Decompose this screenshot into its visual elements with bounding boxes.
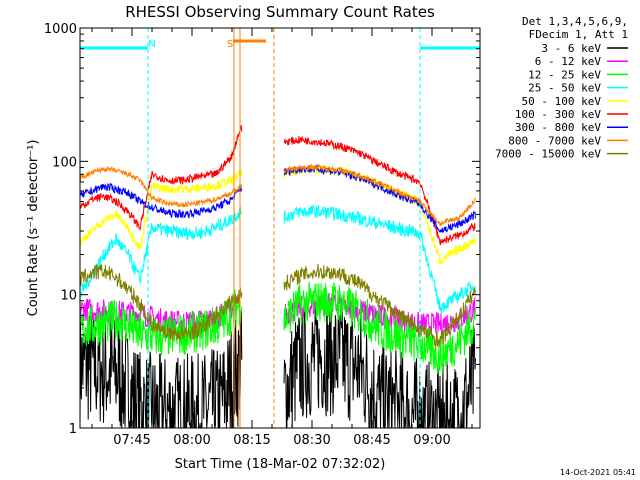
series-line <box>283 281 476 375</box>
x-tick-label: 08:00 <box>173 433 210 448</box>
legend-entry-label: 300 - 800 keV <box>515 121 601 134</box>
x-tick-label: 08:30 <box>293 433 330 448</box>
x-axis-label: Start Time (18-Mar-02 07:32:02) <box>175 457 386 472</box>
x-tick-label: 08:45 <box>353 433 390 448</box>
y-tick-label: 100 <box>52 155 77 170</box>
x-tick-label: 09:00 <box>413 433 450 448</box>
series-line <box>79 310 243 429</box>
series-line <box>283 204 476 315</box>
annotation-label: S <box>227 39 233 50</box>
series-800-7000-kev <box>79 163 476 227</box>
legend-header-line: FDecim 1, Att 1 <box>529 28 628 41</box>
legend-entry-label: 7000 - 15000 keV <box>495 148 601 161</box>
y-tick-label: 1000 <box>44 22 77 37</box>
series-line <box>283 263 476 349</box>
series-line <box>79 125 243 231</box>
legend-entry-label: 50 - 100 keV <box>522 95 602 108</box>
x-tick-label: 07:45 <box>113 433 150 448</box>
y-axis-label: Count Rate (s⁻¹ detector⁻¹) <box>26 140 41 317</box>
series-100-300-kev <box>79 125 476 246</box>
legend: Det 1,3,4,5,6,9, FDecim 1, Att 1 3 - 6 k… <box>495 15 628 161</box>
series-line <box>283 163 476 227</box>
plot-frame <box>79 27 481 429</box>
legend-entry-label: 12 - 25 keV <box>528 68 601 81</box>
legend-entry-label: 800 - 7000 keV <box>508 134 601 147</box>
y-tick-label: 1 <box>69 422 77 437</box>
series-line <box>79 165 243 208</box>
annotation-label: N <box>148 39 155 50</box>
legend-entry-label: 3 - 6 keV <box>541 42 601 55</box>
legend-entry-label: 6 - 12 keV <box>535 55 602 68</box>
series-line <box>79 182 243 219</box>
series-25-50-kev <box>80 204 476 315</box>
series-line <box>283 135 476 246</box>
chart-title: RHESSI Observing Summary Count Rates <box>125 3 435 21</box>
series-layer <box>79 125 476 429</box>
legend-entry-label: 100 - 300 keV <box>515 108 601 121</box>
axes-layer: 1 10 100 1000 07:45 08:00 08:15 08:30 08:45 09:00 <box>44 22 481 448</box>
legend-entry-label: 25 - 50 keV <box>528 82 601 95</box>
footer-timestamp: 14-Oct-2021 05:41 <box>560 468 636 477</box>
y-tick-label: 10 <box>60 289 77 304</box>
series-7000-15000-kev <box>79 263 476 349</box>
x-tick-label: 08:15 <box>233 433 270 448</box>
legend-header-line: Det 1,3,4,5,6,9, <box>522 15 628 28</box>
series-line <box>79 169 243 251</box>
series-line <box>80 206 243 298</box>
series-line <box>79 263 243 341</box>
